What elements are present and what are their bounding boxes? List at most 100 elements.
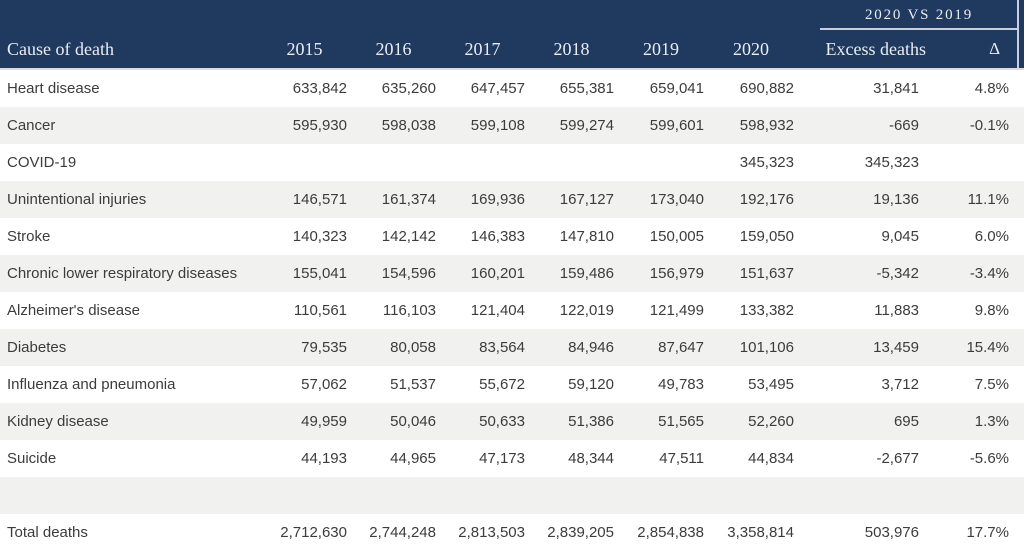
year-value-cell: 599,108 bbox=[470, 117, 525, 134]
row-diabetes: Diabetes 79,535 80,058 83,564 84,946 87,647 10… bbox=[0, 329, 1024, 366]
year-value-cell: 155,041 bbox=[292, 265, 347, 282]
year-value-cell: 159,486 bbox=[559, 265, 614, 282]
delta-value-cell: 4.8% bbox=[974, 80, 1009, 97]
year-value-cell: 173,040 bbox=[649, 191, 704, 208]
delta-column-right-border bbox=[1017, 0, 1019, 68]
year-value-cell: 122,019 bbox=[559, 302, 614, 319]
row-alzheimers-disease: Alzheimer's disease 110,561 116,103 121,404… bbox=[0, 292, 1024, 329]
row-unintentional-injuries: Unintentional injuries 146,571 161,374 169,… bbox=[0, 181, 1024, 218]
column-header-excess-deaths: Excess deaths bbox=[825, 38, 926, 59]
year-value-cell: 647,457 bbox=[470, 80, 525, 97]
excess-value-cell: 13,459 bbox=[873, 339, 919, 356]
year-value-cell: 150,005 bbox=[649, 228, 704, 245]
year-value-cell: 44,965 bbox=[390, 450, 436, 467]
year-value-cell: 146,383 bbox=[470, 228, 525, 245]
cause-cell: Diabetes bbox=[7, 339, 67, 356]
year-value-cell: 133,382 bbox=[739, 302, 794, 319]
year-value-cell: 52,260 bbox=[748, 413, 794, 430]
excess-value-cell: 31,841 bbox=[873, 80, 919, 97]
excess-value-cell: 3,712 bbox=[881, 376, 919, 393]
table-body: Heart disease 633,842 635,260 647,457 655,38… bbox=[0, 70, 1024, 551]
cause-cell: Suicide bbox=[7, 450, 57, 467]
cause-cell: Cancer bbox=[7, 117, 56, 134]
excess-value-cell: 695 bbox=[893, 413, 919, 430]
year-value-cell: 51,537 bbox=[390, 376, 436, 393]
year-value-cell: 84,946 bbox=[568, 339, 614, 356]
year-value-cell: 599,601 bbox=[649, 117, 704, 134]
excess-value-cell: 345,323 bbox=[864, 154, 919, 171]
year-value-cell: 2,712,630 bbox=[280, 524, 347, 541]
year-value-cell: 80,058 bbox=[390, 339, 436, 356]
year-value-cell: 633,842 bbox=[292, 80, 347, 97]
year-value-cell: 57,062 bbox=[301, 376, 347, 393]
year-value-cell: 47,511 bbox=[659, 450, 704, 467]
year-value-cell: 50,633 bbox=[479, 413, 525, 430]
excess-value-cell: -669 bbox=[888, 117, 919, 134]
spacer-row bbox=[0, 477, 1024, 514]
year-value-cell: 161,374 bbox=[381, 191, 436, 208]
column-header-2015: 2015 bbox=[286, 38, 323, 59]
year-value-cell: 598,038 bbox=[381, 117, 436, 134]
column-header-2016: 2016 bbox=[375, 38, 412, 59]
year-value-cell: 159,050 bbox=[739, 228, 794, 245]
cause-cell: Influenza and pneumonia bbox=[7, 376, 176, 393]
delta-value-cell: 9.8% bbox=[974, 302, 1009, 319]
year-value-cell: 140,323 bbox=[292, 228, 347, 245]
delta-value-cell: 6.0% bbox=[974, 228, 1009, 245]
year-value-cell: 53,495 bbox=[748, 376, 794, 393]
cause-cell: Kidney disease bbox=[7, 413, 109, 430]
group-header-underline bbox=[820, 28, 1018, 30]
year-value-cell: 79,535 bbox=[301, 339, 347, 356]
year-value-cell: 142,142 bbox=[381, 228, 436, 245]
excess-value-cell: 11,883 bbox=[874, 302, 919, 319]
year-value-cell: 345,323 bbox=[739, 154, 794, 171]
year-value-cell: 50,046 bbox=[390, 413, 436, 430]
column-header-2018: 2018 bbox=[553, 38, 590, 59]
year-value-cell: 44,193 bbox=[301, 450, 347, 467]
delta-value-cell: 17.7% bbox=[966, 524, 1009, 541]
cause-cell: Unintentional injuries bbox=[7, 191, 147, 208]
row-covid-19: COVID-19 345,323 345,323 bbox=[0, 144, 1024, 181]
header-divider bbox=[0, 68, 1024, 70]
year-value-cell: 655,381 bbox=[559, 80, 614, 97]
year-value-cell: 160,201 bbox=[470, 265, 525, 282]
year-value-cell: 2,854,838 bbox=[637, 524, 704, 541]
year-value-cell: 2,744,248 bbox=[369, 524, 436, 541]
cause-cell: Alzheimer's disease bbox=[7, 302, 140, 319]
year-value-cell: 154,596 bbox=[381, 265, 436, 282]
row-influenza-and-pneumonia: Influenza and pneumonia 57,062 51,537 55,67… bbox=[0, 366, 1024, 403]
year-value-cell: 51,386 bbox=[568, 413, 614, 430]
delta-value-cell: 15.4% bbox=[966, 339, 1009, 356]
delta-value-cell: -3.4% bbox=[969, 265, 1009, 282]
year-value-cell: 48,344 bbox=[568, 450, 614, 467]
row-chronic-lower-respiratory-diseases: Chronic lower respiratory diseases 155,04… bbox=[0, 255, 1024, 292]
cause-cell: Stroke bbox=[7, 228, 51, 245]
year-value-cell: 101,106 bbox=[739, 339, 794, 356]
row-heart-disease: Heart disease 633,842 635,260 647,457 655,38… bbox=[0, 70, 1024, 107]
year-value-cell: 598,932 bbox=[739, 117, 794, 134]
year-value-cell: 595,930 bbox=[292, 117, 347, 134]
year-value-cell: 47,173 bbox=[479, 450, 525, 467]
delta-value-cell: 7.5% bbox=[974, 376, 1009, 393]
year-value-cell: 599,274 bbox=[559, 117, 614, 134]
delta-value-cell: 1.3% bbox=[974, 413, 1009, 430]
column-header-delta: Δ bbox=[989, 39, 1000, 58]
excess-value-cell: -5,342 bbox=[876, 265, 919, 282]
year-value-cell: 121,499 bbox=[649, 302, 704, 319]
year-value-cell: 156,979 bbox=[649, 265, 704, 282]
year-value-cell: 49,783 bbox=[658, 376, 704, 393]
year-value-cell: 167,127 bbox=[559, 191, 614, 208]
row-cancer: Cancer 595,930 598,038 599,108 599,274 599,60… bbox=[0, 107, 1024, 144]
column-header-2020: 2020 bbox=[733, 38, 769, 59]
year-value-cell: 49,959 bbox=[301, 413, 347, 430]
excess-value-cell: -2,677 bbox=[876, 450, 919, 467]
group-header-label: 2020 VS 2019 bbox=[864, 7, 973, 23]
group-header-row: 2020 VS 2019 bbox=[0, 0, 1024, 68]
excess-value-cell: 503,976 bbox=[864, 524, 919, 541]
column-header-row: Cause of death 2015 2016 2017 2018 2019 … bbox=[0, 30, 1024, 68]
row-suicide: Suicide 44,193 44,965 47,173 48,344 47,511 44,… bbox=[0, 440, 1024, 477]
year-value-cell: 169,936 bbox=[470, 191, 525, 208]
column-header-2019: 2019 bbox=[643, 38, 679, 59]
column-header-cause: Cause of death bbox=[7, 38, 114, 59]
